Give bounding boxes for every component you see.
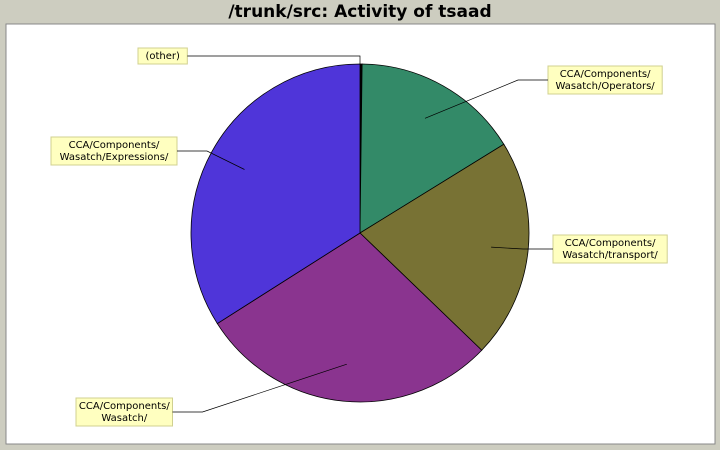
slice-leader-line [172,363,347,413]
slice-label: (other) [145,51,180,62]
pie-slice [359,143,530,351]
slice-leader-line [177,150,245,170]
slice-label: CCA/Components/ [560,69,651,80]
slice-label: Wasatch/transport/ [562,250,658,261]
slice-label: Wasatch/Operators/ [556,81,656,92]
pie-slices [190,63,530,403]
slice-label: CCA/Components/ [79,401,170,412]
slice-label: Wasatch/Expressions/ [60,152,169,163]
slice-leader-line [491,246,553,250]
pie-slice [190,63,361,325]
slice-label: CCA/Components/ [69,140,160,151]
chart-title: /trunk/src: Activity of tsaad [228,2,492,22]
slice-label-box [50,136,178,166]
slice-label-box [552,234,668,264]
slice-label: Wasatch/ [101,413,147,424]
pie-slice [216,232,483,403]
slice-leader-line [424,79,548,119]
slice-leader-line [187,55,361,64]
pie-slice [359,63,505,234]
slice-label: CCA/Components/ [565,238,656,249]
slice-label-box [75,397,173,427]
pie-labels: (other) CCA/Components/Wasatch/Operators/… [50,47,668,427]
